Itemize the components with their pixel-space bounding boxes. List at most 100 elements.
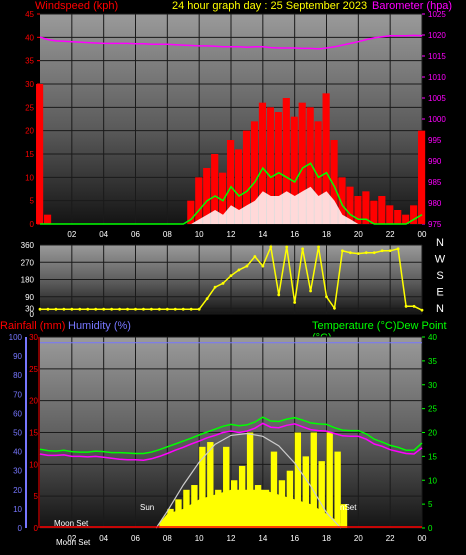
wind-x-tick-label: 00 (418, 230, 427, 239)
humidity-y-tick-label: 80 (13, 371, 22, 380)
barometer-y-tick-label: 1005 (428, 94, 446, 103)
windspeed-bar (386, 205, 394, 224)
temperature-y-tick-label: 35 (428, 357, 437, 366)
wind-direction-point (404, 304, 408, 308)
sunshine-bar (199, 446, 206, 528)
windspeed-bar (219, 172, 227, 224)
wind-direction-point (118, 307, 121, 311)
windspeed-bar (306, 107, 314, 224)
wind-direction-point (269, 245, 273, 249)
windspeed-bar (211, 154, 219, 224)
humidity-y-tick-label: 20 (13, 486, 22, 495)
temperature-y-tick-label: 5 (428, 500, 433, 509)
sunshine-area (159, 489, 341, 528)
rainfall-y-tick-label: 15 (29, 429, 38, 438)
compass-label: S (436, 270, 443, 282)
wind-y-tick-label: 25 (25, 103, 34, 112)
humidity-y-tick-label: 30 (13, 467, 22, 476)
wind-direction-point (86, 307, 90, 311)
rainfall-y-tick-label: 5 (34, 492, 39, 501)
temperature-y-tick-label: 20 (428, 429, 437, 438)
wind-direction-point (285, 245, 289, 249)
windspeed-bar (242, 130, 251, 224)
wind-direction-point (157, 307, 161, 311)
sunshine-bar (294, 432, 302, 528)
wind-direction-point (94, 307, 98, 311)
wind-direction-point (221, 281, 225, 285)
wind-direction-point (46, 307, 50, 311)
sunset-annotation: nSet (340, 503, 357, 512)
wind-direction-point (412, 304, 416, 308)
wind-direction-point (229, 274, 233, 278)
wind-direction-point (110, 307, 114, 311)
wind-direction-point (102, 307, 106, 311)
windspeed-bar (266, 107, 274, 224)
wind-direction-point (356, 252, 360, 256)
wind-direction-point (372, 251, 376, 255)
windspeed-bar (394, 210, 402, 224)
wind-x-tick-label: 16 (290, 230, 299, 239)
sunshine-bar (318, 461, 325, 528)
temperature-x-tick-label: 04 (99, 534, 108, 543)
windspeed-bar (322, 93, 330, 224)
humidity-axis-label: Humidity (%) (68, 320, 131, 332)
wind-direction-point (205, 297, 209, 301)
temperature-y-tick-label: 15 (428, 452, 437, 461)
barometer-y-tick-label: 980 (428, 199, 442, 208)
wind-y-tick-label: 40 (25, 33, 34, 42)
windspeed-bar (402, 214, 410, 224)
humidity-y-tick-label: 10 (13, 505, 22, 514)
wind-direction-point (293, 301, 297, 304)
windspeed-bar (418, 130, 426, 224)
humidity-y-tick-label: 40 (13, 448, 22, 457)
direction-y-tick-label: 90 (25, 293, 34, 302)
barometer-y-tick-label: 1010 (428, 73, 446, 82)
direction-y-tick-label: 180 (21, 276, 35, 285)
wind-x-tick-label: 04 (99, 230, 108, 239)
wind-y-tick-label: 20 (25, 127, 34, 136)
wind-direction-point (38, 307, 42, 311)
wind-direction-point (420, 308, 424, 312)
temperature-x-tick-label: 12 (227, 534, 236, 543)
wind-y-tick-label: 30 (25, 80, 34, 89)
sunshine-bar (340, 504, 348, 528)
windspeed-bar (203, 168, 211, 224)
humidity-y-tick-label: 60 (13, 409, 22, 418)
windspeed-bar (362, 191, 370, 224)
wind-direction-point (189, 307, 193, 311)
temperature-x-tick-label: 20 (354, 534, 363, 543)
wind-direction-point (181, 307, 185, 311)
rainfall-y-tick-label: 30 (29, 333, 38, 342)
rainfall-y-tick-label: 25 (29, 365, 38, 374)
direction-y-tick-label: 30 (25, 304, 34, 313)
windspeed-bar (195, 177, 203, 224)
rainfall-y-tick-label: 0 (34, 524, 39, 533)
windspeed-bar (282, 98, 290, 224)
wind-direction-point (173, 307, 177, 311)
windspeed-bar (234, 149, 243, 224)
wind-direction-point (364, 251, 368, 255)
moon-set-annotation: Moon Set (54, 519, 89, 528)
humidity-y-tick-label: 50 (13, 429, 22, 438)
windspeed-bar (410, 205, 418, 224)
wind-direction-point (78, 307, 82, 311)
barometer-y-tick-label: 1025 (428, 10, 446, 19)
compass-label: N (436, 303, 444, 315)
wind-y-tick-label: 15 (25, 150, 34, 159)
sunshine-bar (334, 451, 341, 528)
wind-y-tick-label: 5 (30, 197, 35, 206)
windspeed-bar (43, 214, 52, 224)
temperature-y-tick-label: 10 (428, 476, 437, 485)
rainfall-axis-label: Rainfall (mm) (0, 320, 66, 332)
wind-direction-point (165, 307, 169, 311)
windspeed-bar (330, 140, 338, 224)
sunshine-bar (326, 432, 333, 528)
wind-direction-point (134, 307, 137, 311)
windspeed-bar (338, 177, 346, 224)
wind-y-tick-label: 45 (25, 10, 34, 19)
temperature-x-tick-label: 08 (163, 534, 172, 543)
sunshine-bar (270, 451, 278, 528)
wind-direction-point (70, 307, 74, 311)
humidity-y-tick-label: 100 (9, 333, 23, 342)
